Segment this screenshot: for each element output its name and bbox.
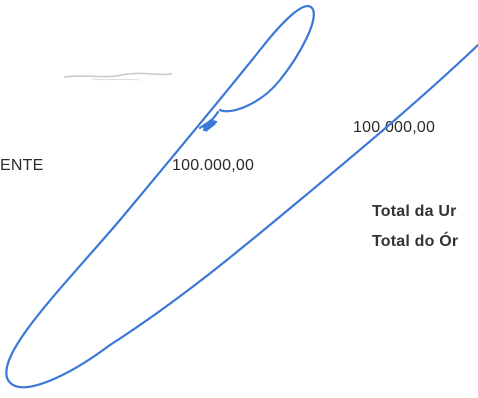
- scan-smudge: [63, 72, 173, 81]
- row-label-fragment: ENTE: [0, 157, 44, 174]
- total-organ-label: Total do Ór: [372, 233, 459, 250]
- row-amount-value: 100.000,00: [172, 157, 255, 174]
- total-unit-label: Total da Ur: [372, 203, 457, 220]
- top-amount-value: 100.000,00: [353, 119, 436, 136]
